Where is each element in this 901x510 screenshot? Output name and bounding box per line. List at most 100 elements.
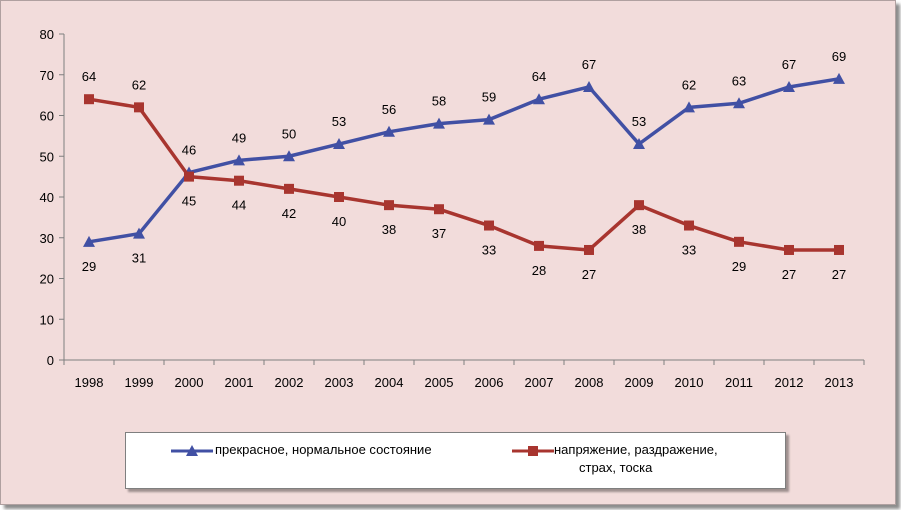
- series-1-point: [483, 113, 495, 125]
- series-2-point: [134, 102, 144, 113]
- series-2-data-label: 27: [582, 267, 596, 282]
- legend-symbol-series-1: [186, 445, 198, 456]
- series-2-data-label: 45: [182, 194, 196, 209]
- x-tick-label: 2010: [675, 375, 704, 390]
- series-1-point: [833, 72, 845, 84]
- series-2-data-label: 33: [682, 243, 696, 258]
- series-2-point: [184, 171, 194, 182]
- y-tick-label: 10: [40, 312, 54, 327]
- x-tick-label: 2006: [475, 375, 504, 390]
- series-1-point: [633, 138, 645, 150]
- x-tick-label: 2004: [375, 375, 404, 390]
- series-1-data-label: 62: [682, 77, 696, 92]
- series-2-line: [88, 97, 839, 252]
- series-1-point: [433, 117, 445, 129]
- x-tick-label: 2000: [175, 375, 204, 390]
- series-2-point: [834, 244, 844, 255]
- series-1-point: [383, 125, 395, 137]
- x-tick-label: 2012: [775, 375, 804, 390]
- series-1-data-label: 31: [132, 251, 146, 266]
- y-tick-label: 30: [40, 231, 54, 246]
- series-2-data-label: 64: [82, 69, 96, 84]
- legend-label-series-2: напряжение, раздражение, страх, тоска: [554, 441, 718, 477]
- series-1-data-label: 67: [782, 57, 796, 72]
- series-2-point: [384, 200, 394, 211]
- x-tick-label: 2005: [425, 375, 454, 390]
- series-2-point: [634, 200, 644, 211]
- series-1-point: [583, 80, 595, 92]
- series-2-point: [84, 94, 94, 105]
- series-1-data-label: 29: [82, 259, 96, 274]
- series-1-data-label: 63: [732, 73, 746, 88]
- series-1-point: [233, 154, 245, 166]
- x-tick-label: 2007: [525, 375, 554, 390]
- series-2-point: [734, 236, 744, 247]
- legend: прекрасное, нормальное состояние напряже…: [125, 432, 786, 489]
- series-2-point: [234, 175, 244, 186]
- y-tick-label: 50: [40, 149, 54, 164]
- y-tick-label: 60: [40, 109, 54, 124]
- series-2-data-label: 40: [332, 214, 346, 229]
- x-tick-label: 1999: [125, 375, 154, 390]
- series-1-data-label: 46: [182, 143, 196, 158]
- series-1-data-label: 49: [232, 130, 246, 145]
- legend-label-series-2-line-2: страх, тоска: [579, 460, 653, 475]
- series-2-point: [534, 240, 544, 251]
- series-1-point: [733, 97, 745, 109]
- series-2-point: [684, 220, 694, 231]
- series-2-point: [434, 204, 444, 215]
- series-2-data-label: 42: [282, 206, 296, 221]
- series-1-point: [683, 101, 695, 113]
- series-2-point: [284, 183, 294, 194]
- x-tick-label: 2001: [225, 375, 254, 390]
- series-1-point: [133, 227, 145, 239]
- series-1-point: [533, 93, 545, 105]
- legend-label-series-1: прекрасное, нормальное состояние: [215, 442, 432, 457]
- x-tick-label: 2013: [825, 375, 854, 390]
- y-tick-label: 0: [47, 353, 54, 368]
- x-tick-label: 2002: [275, 375, 304, 390]
- series-2-data-label: 37: [432, 226, 446, 241]
- y-tick-label: 80: [40, 27, 54, 42]
- series-1-point: [83, 235, 95, 247]
- series-1-data-label: 67: [582, 57, 596, 72]
- series-1-data-label: 64: [532, 69, 546, 84]
- y-tick-label: 40: [40, 190, 54, 205]
- series-1-data-label: 53: [332, 114, 346, 129]
- series-2-data-label: 27: [782, 267, 796, 282]
- series-2-point: [784, 244, 794, 255]
- legend-label-series-2-line-1: напряжение, раздражение,: [554, 442, 718, 457]
- x-tick-label: 2003: [325, 375, 354, 390]
- series-1-data-label: 56: [382, 102, 396, 117]
- series-2-point: [334, 192, 344, 202]
- series-2-point: [584, 244, 594, 255]
- series-1-point: [283, 150, 295, 162]
- series-1-point: [333, 138, 345, 150]
- series-2-data-label: 28: [532, 263, 546, 278]
- series-1-data-label: 59: [482, 90, 496, 105]
- series-1-data-label: 53: [632, 114, 646, 129]
- series-2-data-label: 33: [482, 243, 496, 258]
- series-2-point: [484, 220, 494, 231]
- series-1-data-label: 58: [432, 94, 446, 109]
- series-1-line: [88, 77, 840, 244]
- series-2-data-label: 27: [832, 267, 846, 282]
- y-tick-label: 70: [40, 68, 54, 83]
- series-2-data-label: 44: [232, 198, 246, 213]
- series-2-data-label: 38: [382, 222, 396, 237]
- series-2-data-label: 62: [132, 77, 146, 92]
- legend-marker-series-1: [171, 445, 213, 456]
- series-1-point: [783, 80, 795, 92]
- x-tick-label: 1998: [75, 375, 104, 390]
- y-tick-label: 20: [40, 272, 54, 287]
- legend-marker-series-2: [512, 446, 554, 456]
- series-1-data-label: 69: [832, 49, 846, 64]
- x-tick-label: 2008: [575, 375, 604, 390]
- series-2-data-label: 29: [732, 259, 746, 274]
- legend-symbol-series-2: [528, 446, 538, 456]
- series-2-data-label: 38: [632, 222, 646, 237]
- x-tick-label: 2009: [625, 375, 654, 390]
- x-tick-label: 2011: [725, 375, 753, 390]
